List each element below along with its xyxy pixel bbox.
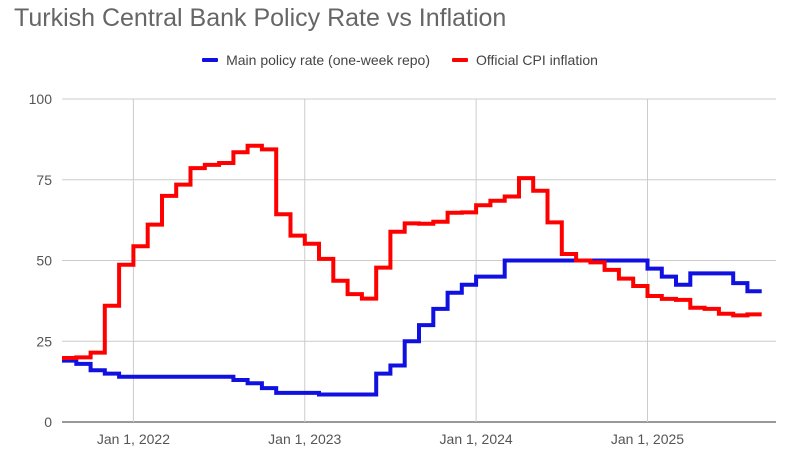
y-tick-label: 50 bbox=[36, 253, 52, 269]
chart-legend: Main policy rate (one-week repo) Officia… bbox=[0, 52, 800, 68]
y-axis-ticks: 0 25 50 75 100 bbox=[29, 91, 53, 430]
y-tick-label: 0 bbox=[44, 414, 52, 430]
y-tick-label: 75 bbox=[36, 172, 52, 188]
x-tick-label: Jan 1, 2025 bbox=[611, 431, 684, 447]
x-tick-label: Jan 1, 2023 bbox=[268, 431, 341, 447]
legend-label-policy-rate: Main policy rate (one-week repo) bbox=[226, 52, 430, 68]
legend-item-policy-rate: Main policy rate (one-week repo) bbox=[202, 52, 430, 68]
x-tick-label: Jan 1, 2022 bbox=[97, 431, 170, 447]
legend-swatch-policy-rate bbox=[202, 58, 219, 62]
y-tick-label: 25 bbox=[36, 333, 52, 349]
x-tick-label: Jan 1, 2024 bbox=[440, 431, 513, 447]
y-tick-label: 100 bbox=[29, 91, 53, 107]
legend-item-cpi: Official CPI inflation bbox=[451, 52, 598, 68]
series-line-1 bbox=[62, 143, 762, 360]
series-lines bbox=[62, 143, 762, 397]
chart-title: Turkish Central Bank Policy Rate vs Infl… bbox=[14, 4, 507, 32]
legend-swatch-cpi bbox=[451, 58, 468, 62]
x-axis-ticks: Jan 1, 2022 Jan 1, 2023 Jan 1, 2024 Jan 1, … bbox=[97, 431, 684, 447]
grid-lines bbox=[62, 98, 776, 423]
legend-label-cpi: Official CPI inflation bbox=[475, 52, 598, 68]
series-line-0 bbox=[62, 258, 762, 397]
